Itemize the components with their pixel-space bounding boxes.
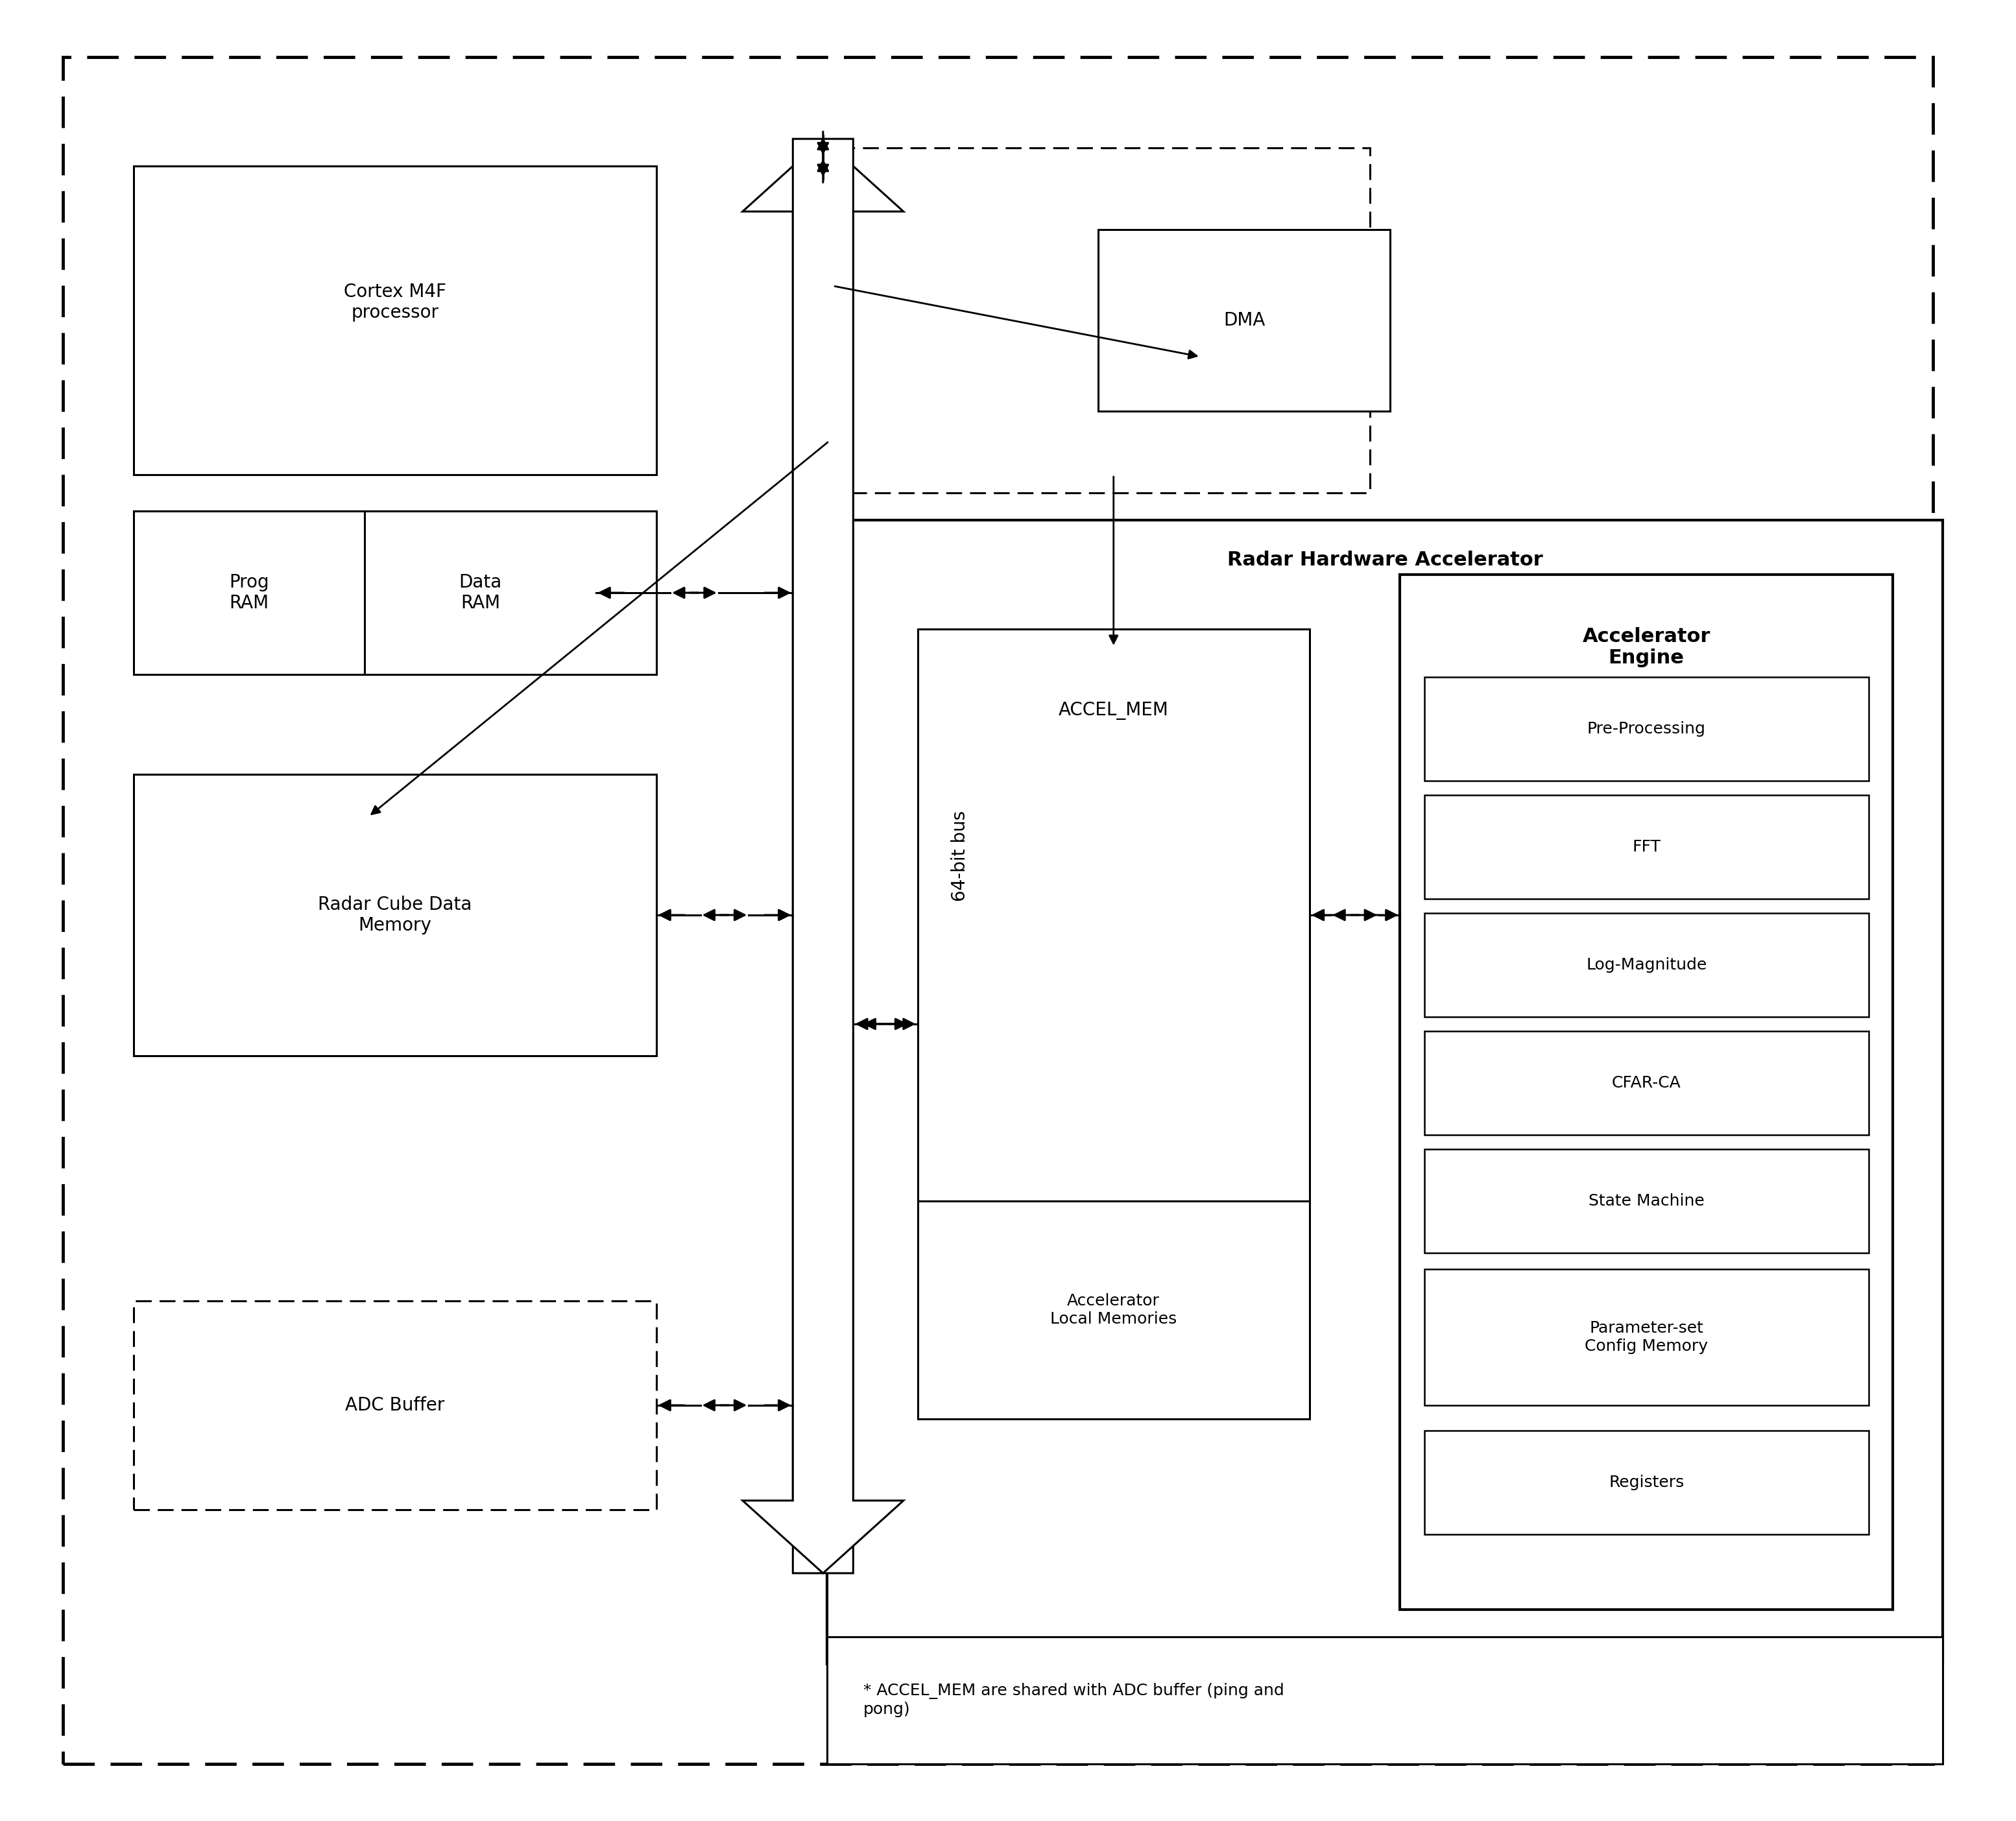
Bar	[917, 628, 1310, 1419]
Text: Log-Magnitude: Log-Magnitude	[1587, 958, 1708, 972]
Text: State Machine: State Machine	[1589, 1193, 1704, 1209]
Bar	[1423, 1269, 1869, 1406]
Bar	[1423, 796, 1869, 900]
Text: Cortex M4F
processor: Cortex M4F processor	[343, 282, 446, 322]
Text: Accelerator
Local Memories: Accelerator Local Memories	[1050, 1293, 1177, 1328]
Polygon shape	[742, 138, 903, 1573]
Text: Radar Hardware Accelerator: Radar Hardware Accelerator	[1228, 550, 1542, 570]
Polygon shape	[742, 138, 903, 1573]
Bar	[827, 148, 1371, 493]
Bar	[1423, 677, 1869, 781]
Bar	[133, 1300, 655, 1510]
Bar	[133, 166, 655, 475]
Text: * ACCEL_MEM are shared with ADC buffer (ping and
pong): * ACCEL_MEM are shared with ADC buffer (…	[863, 1683, 1284, 1717]
Text: Radar Cube Data
Memory: Radar Cube Data Memory	[319, 896, 472, 934]
Bar	[133, 512, 655, 674]
Bar	[827, 521, 1943, 1664]
Text: ACCEL_MEM: ACCEL_MEM	[1058, 701, 1169, 719]
Text: Accelerator
Engine: Accelerator Engine	[1583, 626, 1710, 668]
Text: DMA: DMA	[1224, 311, 1266, 330]
Bar	[1423, 1031, 1869, 1134]
Text: Pre-Processing: Pre-Processing	[1587, 721, 1706, 738]
Text: Registers: Registers	[1609, 1475, 1683, 1490]
Bar	[1423, 1149, 1869, 1253]
Bar	[1423, 1431, 1869, 1533]
Text: FFT: FFT	[1633, 839, 1661, 854]
Bar	[1399, 575, 1893, 1610]
Text: Prog
RAM: Prog RAM	[230, 574, 268, 612]
Bar	[827, 1637, 1943, 1765]
Text: CFAR-CA: CFAR-CA	[1611, 1074, 1681, 1091]
Bar	[1099, 229, 1389, 412]
Text: ADC Buffer: ADC Buffer	[345, 1397, 444, 1415]
Text: 64-bit bus: 64-bit bus	[952, 810, 970, 901]
Text: Data
RAM: Data RAM	[460, 574, 502, 612]
Bar	[1423, 912, 1869, 1016]
Text: Parameter-set
Config Memory: Parameter-set Config Memory	[1585, 1320, 1708, 1355]
Bar	[133, 774, 655, 1056]
